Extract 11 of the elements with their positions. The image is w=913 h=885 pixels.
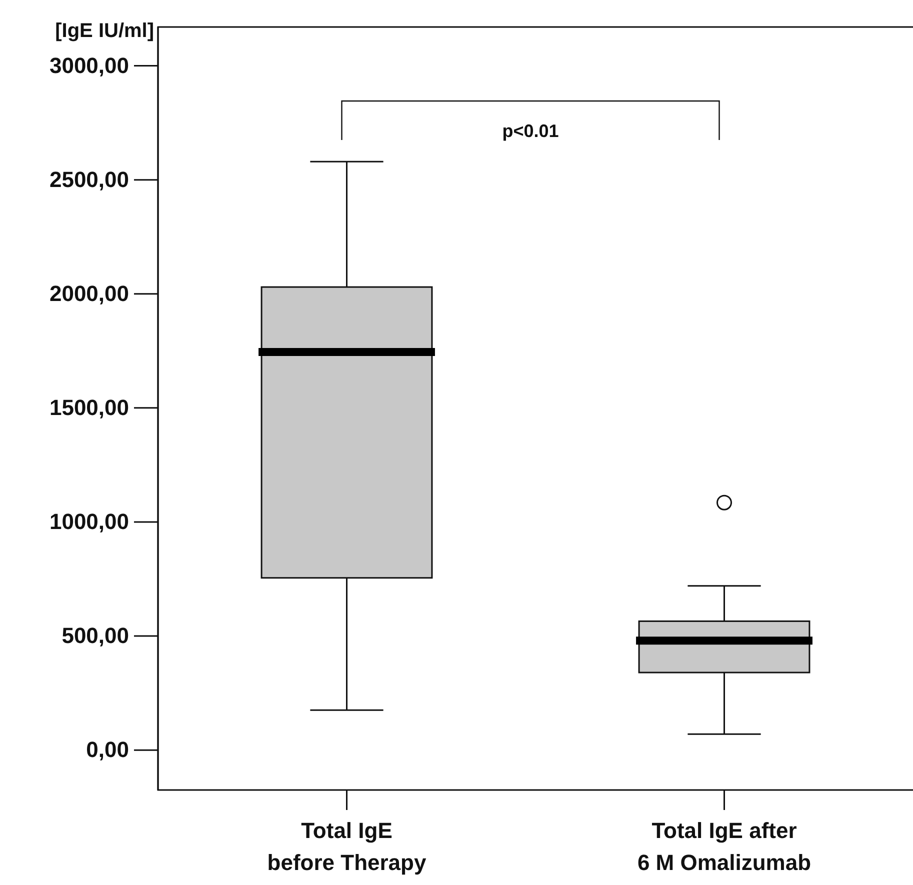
y-tick-label: 500,00 [62, 623, 129, 648]
y-tick-label: 2000,00 [49, 280, 129, 306]
annotation: p<0.01 [502, 121, 559, 141]
y-tick-label: 3000,00 [49, 52, 129, 78]
x-tick-label: Total IgE before Therapy [267, 818, 427, 875]
y-axis-title: [IgE IU/ml] [55, 20, 154, 42]
y-tick-label: 0,00 [86, 737, 129, 762]
y-tick-label: 1000,00 [49, 509, 129, 534]
y-tick-label: 2500,00 [49, 166, 129, 192]
x-tick-label: Total IgE after 6 M Omalizumab [637, 818, 812, 875]
y-tick-label: 1500,00 [49, 394, 129, 420]
